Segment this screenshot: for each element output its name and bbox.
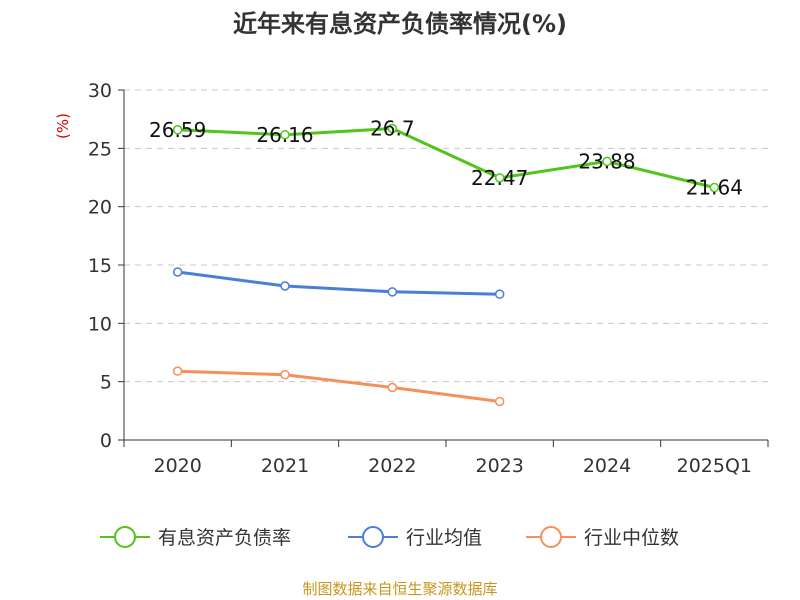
data-point[interactable]: [172, 366, 183, 376]
source-note: 制图数据来自恒生聚源数据库: [302, 580, 497, 598]
y-tick-label: 10: [88, 313, 112, 335]
data-label: 23.88: [578, 149, 635, 173]
series-line: [176, 127, 716, 189]
x-tick-label: 2024: [583, 455, 631, 477]
legend-marker: [114, 526, 136, 548]
data-point[interactable]: [280, 281, 290, 291]
data-label: 26.16: [256, 123, 313, 147]
y-tick-label: 25: [88, 138, 112, 160]
y-axis-unit: (%): [54, 113, 72, 139]
data-point[interactable]: [387, 123, 398, 134]
legend-item[interactable]: 行业均值: [348, 526, 482, 549]
legend[interactable]: 有息资产负债率 行业均值 行业中位数: [100, 526, 679, 549]
chart-title: 近年来有息资产负债率情况(%): [233, 10, 567, 38]
series-line: [176, 270, 502, 296]
series-line: [176, 369, 502, 403]
data-labels: 26.59 26.16 26.7 22.47 23.88 21.64: [149, 117, 743, 200]
data-point[interactable]: [709, 182, 720, 193]
x-tick-label: 2020: [153, 455, 201, 477]
y-tick-label: 30: [88, 80, 112, 102]
data-point[interactable]: [387, 382, 398, 393]
legend-item[interactable]: 有息资产负债率: [100, 526, 291, 549]
legend-marker: [362, 526, 384, 548]
x-tick-label: 2025Q1: [677, 455, 752, 477]
y-tick-label: 20: [88, 197, 112, 219]
y-tick-label: 5: [100, 372, 112, 394]
series-layer: [172, 123, 720, 407]
data-point[interactable]: [280, 369, 290, 380]
data-point[interactable]: [280, 130, 290, 140]
data-label: 21.64: [686, 176, 743, 200]
data-label: 22.47: [471, 166, 528, 190]
data-point[interactable]: [494, 173, 505, 183]
data-point[interactable]: [602, 156, 612, 167]
y-tick-label: 15: [88, 255, 112, 277]
legend-label: 行业均值: [406, 527, 482, 549]
data-label: 26.7: [370, 117, 415, 141]
x-tick-label: 2023: [475, 455, 523, 477]
data-point[interactable]: [387, 287, 398, 297]
x-tick-label: 2022: [368, 455, 416, 477]
legend-label: 有息资产负债率: [158, 527, 291, 549]
x-tick-label: 2021: [261, 455, 309, 477]
y-tick-label: 0: [100, 430, 112, 452]
data-point[interactable]: [494, 396, 505, 407]
axes: 0 5 10 15 20 25 30 2020 2021 2022 2023 2024 2025Q1: [88, 80, 769, 477]
data-point[interactable]: [172, 125, 183, 135]
legend-marker: [540, 526, 562, 548]
legend-item[interactable]: 行业中位数: [526, 526, 679, 549]
data-label: 26.59: [149, 118, 206, 142]
grid-lines: [124, 89, 768, 383]
data-point[interactable]: [494, 289, 505, 299]
legend-label: 行业中位数: [584, 527, 679, 549]
data-point[interactable]: [172, 267, 183, 277]
